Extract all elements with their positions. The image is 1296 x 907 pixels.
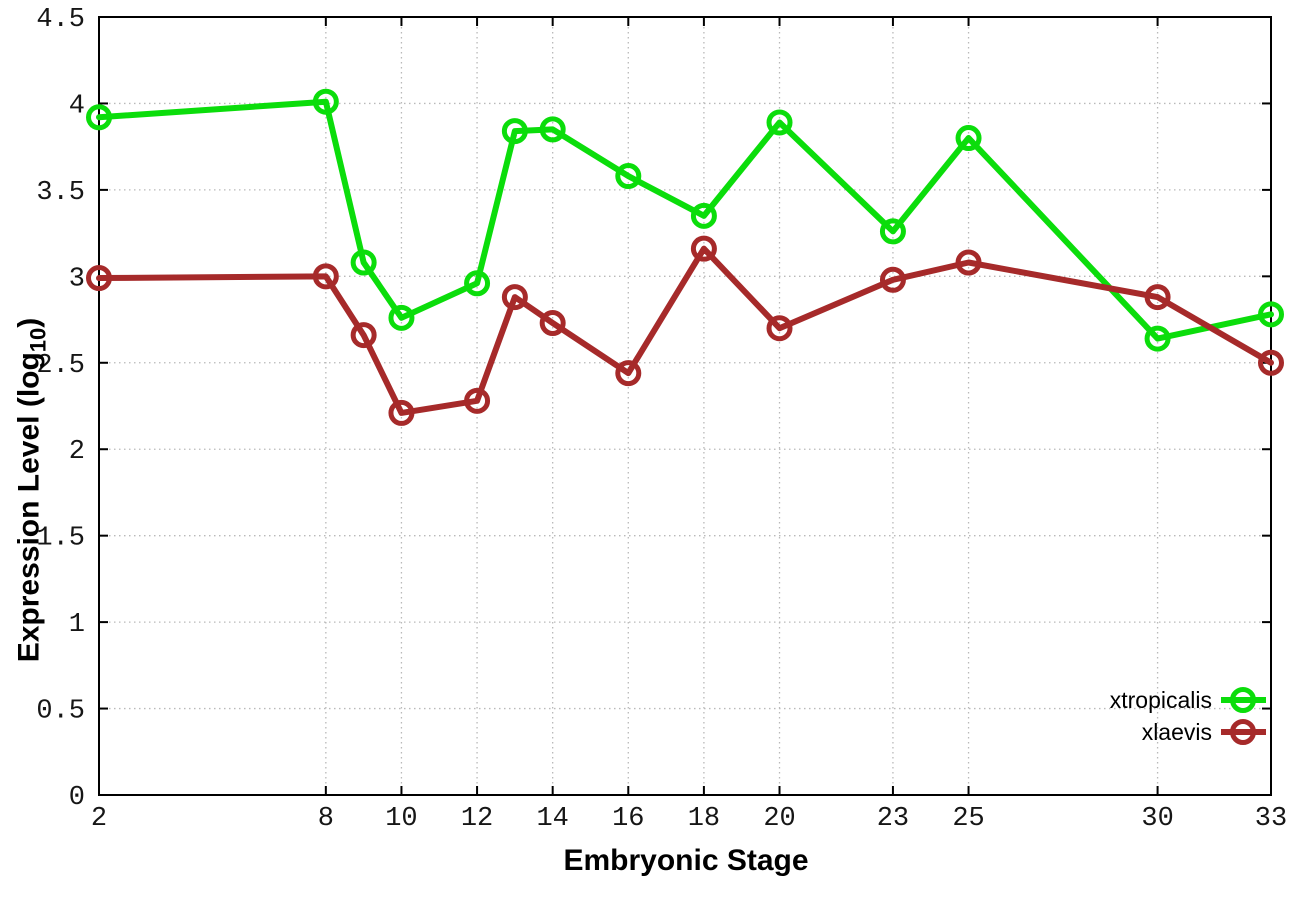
y-tick-label-3.5: 3.5 bbox=[36, 178, 85, 208]
data-point-xtropicalis-30 bbox=[1144, 325, 1171, 352]
data-point-xlaevis-10 bbox=[388, 399, 415, 426]
data-point-xlaevis-14 bbox=[539, 310, 566, 337]
data-point-xlaevis-9 bbox=[350, 322, 377, 349]
x-tick-label-8: 8 bbox=[318, 804, 334, 834]
x-tick-label-2: 2 bbox=[91, 804, 107, 834]
data-point-xtropicalis-10 bbox=[388, 304, 415, 331]
data-point-xlaevis-20 bbox=[766, 315, 793, 342]
x-tick-label-16: 16 bbox=[612, 804, 644, 834]
data-point-xtropicalis-23 bbox=[879, 218, 906, 245]
data-point-xtropicalis-8 bbox=[312, 88, 339, 115]
y-tick-label-0.5: 0.5 bbox=[36, 697, 85, 727]
x-tick-label-10: 10 bbox=[385, 804, 417, 834]
data-point-xlaevis-23 bbox=[879, 266, 906, 293]
data-point-xtropicalis-16 bbox=[615, 163, 642, 190]
legend-marker-icon-xlaevis bbox=[1230, 719, 1256, 745]
data-point-xlaevis-25 bbox=[955, 249, 982, 276]
x-tick-label-18: 18 bbox=[688, 804, 720, 834]
data-point-xtropicalis-18 bbox=[690, 202, 717, 229]
y-axis-title: Expression Level (log10) bbox=[13, 318, 52, 663]
y-tick-label-1.5: 1.5 bbox=[36, 524, 85, 554]
y-axis-title-subscript: 10 bbox=[25, 327, 51, 353]
data-point-xtropicalis-25 bbox=[955, 125, 982, 152]
y-tick-label-0: 0 bbox=[69, 783, 85, 813]
data-point-xtropicalis-12 bbox=[464, 270, 491, 297]
y-tick-label-4: 4 bbox=[69, 91, 85, 121]
x-tick-label-25: 25 bbox=[952, 804, 984, 834]
data-point-xlaevis-30 bbox=[1144, 284, 1171, 311]
data-point-xlaevis-8 bbox=[312, 263, 339, 290]
x-tick-label-20: 20 bbox=[763, 804, 795, 834]
data-point-xlaevis-33 bbox=[1258, 349, 1284, 376]
x-tick-label-14: 14 bbox=[536, 804, 568, 834]
y-axis-title-close: ) bbox=[12, 317, 46, 328]
x-tick-label-12: 12 bbox=[461, 804, 493, 834]
x-tick-label-33: 33 bbox=[1255, 804, 1287, 834]
y-tick-label-1: 1 bbox=[69, 610, 85, 640]
data-point-xlaevis-13 bbox=[501, 284, 528, 311]
data-point-xtropicalis-14 bbox=[539, 116, 566, 143]
data-point-xtropicalis-9 bbox=[350, 249, 377, 276]
data-point-xlaevis-16 bbox=[615, 360, 642, 387]
data-point-xlaevis-12 bbox=[464, 387, 491, 414]
plot-border bbox=[98, 16, 1272, 796]
data-point-xtropicalis-2 bbox=[86, 104, 112, 131]
data-point-xtropicalis-13 bbox=[501, 118, 528, 145]
series-line-xtropicalis bbox=[96, 98, 1274, 342]
y-tick-label-2: 2 bbox=[69, 437, 85, 467]
legend-label-xlaevis: xlaevis bbox=[1142, 719, 1212, 745]
data-point-xlaevis-2 bbox=[86, 265, 112, 292]
y-tick-label-3: 3 bbox=[69, 264, 85, 294]
data-point-xlaevis-18 bbox=[690, 235, 717, 262]
data-point-xtropicalis-20 bbox=[766, 109, 793, 136]
y-axis-title-text: Expression Level (log bbox=[12, 352, 46, 663]
x-tick-label-30: 30 bbox=[1141, 804, 1173, 834]
y-tick-label-2.5: 2.5 bbox=[36, 351, 85, 381]
legend-label-xtropicalis: xtropicalis bbox=[1110, 687, 1212, 713]
data-point-xtropicalis-33 bbox=[1258, 301, 1284, 328]
legend-marker-icon-xtropicalis bbox=[1230, 687, 1256, 713]
y-tick-label-4.5: 4.5 bbox=[36, 5, 85, 35]
x-axis-title: Embryonic Stage bbox=[563, 844, 809, 877]
x-tick-label-23: 23 bbox=[877, 804, 909, 834]
